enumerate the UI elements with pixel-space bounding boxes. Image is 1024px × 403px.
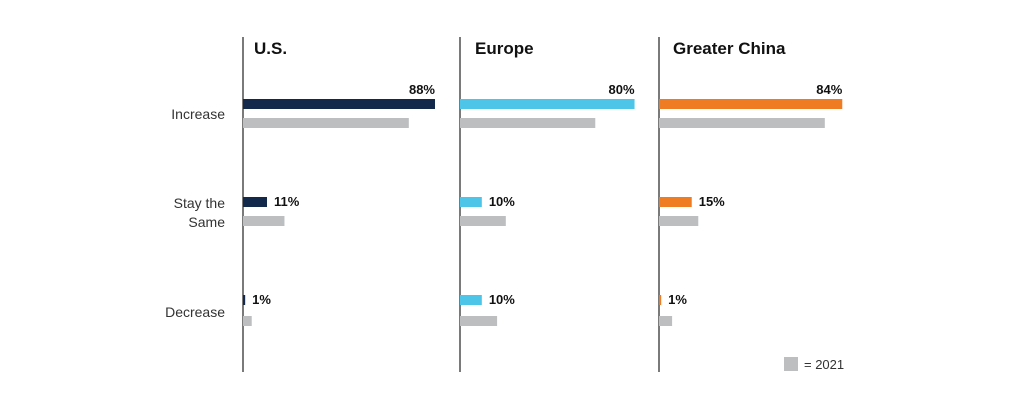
- bar-current-increase: [659, 99, 843, 109]
- legend: = 2021: [784, 357, 844, 372]
- category-label-increase: Increase: [171, 106, 225, 122]
- value-label-increase: 88%: [409, 82, 435, 97]
- panel-europe: Europe 80% 10% 10%: [459, 37, 635, 372]
- bar-current-decrease: [460, 295, 482, 305]
- bar-2021-increase: [460, 118, 596, 128]
- panel-title-us: U.S.: [254, 39, 287, 58]
- category-label-stay-the-same-line1: Stay the: [174, 195, 226, 211]
- category-labels: Increase Stay the Same Decrease: [165, 106, 225, 320]
- bar-current-stay-the-same: [243, 197, 267, 207]
- category-label-decrease: Decrease: [165, 304, 225, 320]
- bar-2021-stay-the-same: [460, 216, 506, 226]
- bar-current-decrease: [659, 295, 662, 305]
- value-label-stay-the-same: 15%: [699, 194, 725, 209]
- category-label-stay-the-same-line2: Same: [188, 214, 225, 230]
- bar-2021-increase: [659, 118, 825, 128]
- bar-2021-decrease: [243, 316, 252, 326]
- bar-2021-decrease: [460, 316, 498, 326]
- panel-us: U.S. 88% 11% 1%: [242, 37, 435, 372]
- bar-current-decrease: [243, 295, 246, 305]
- bar-2021-increase: [243, 118, 409, 128]
- legend-label-2021: = 2021: [804, 357, 844, 372]
- bar-current-stay-the-same: [460, 197, 482, 207]
- value-label-increase: 80%: [609, 82, 635, 97]
- legend-swatch-2021: [784, 357, 798, 371]
- value-label-stay-the-same: 11%: [274, 194, 300, 209]
- bar-2021-decrease: [659, 316, 673, 326]
- bar-2021-stay-the-same: [243, 216, 285, 226]
- panel-greater-china: Greater China 84% 15% 1%: [658, 37, 843, 372]
- value-label-decrease: 1%: [668, 292, 687, 307]
- value-label-stay-the-same: 10%: [489, 194, 515, 209]
- value-label-decrease: 10%: [489, 292, 515, 307]
- panel-title-europe: Europe: [475, 39, 534, 58]
- bar-current-stay-the-same: [659, 197, 692, 207]
- panel-title-greater-china: Greater China: [673, 39, 786, 58]
- bar-current-increase: [460, 99, 635, 109]
- value-label-increase: 84%: [816, 82, 842, 97]
- value-label-decrease: 1%: [252, 292, 271, 307]
- bar-current-increase: [243, 99, 435, 109]
- bar-2021-stay-the-same: [659, 216, 699, 226]
